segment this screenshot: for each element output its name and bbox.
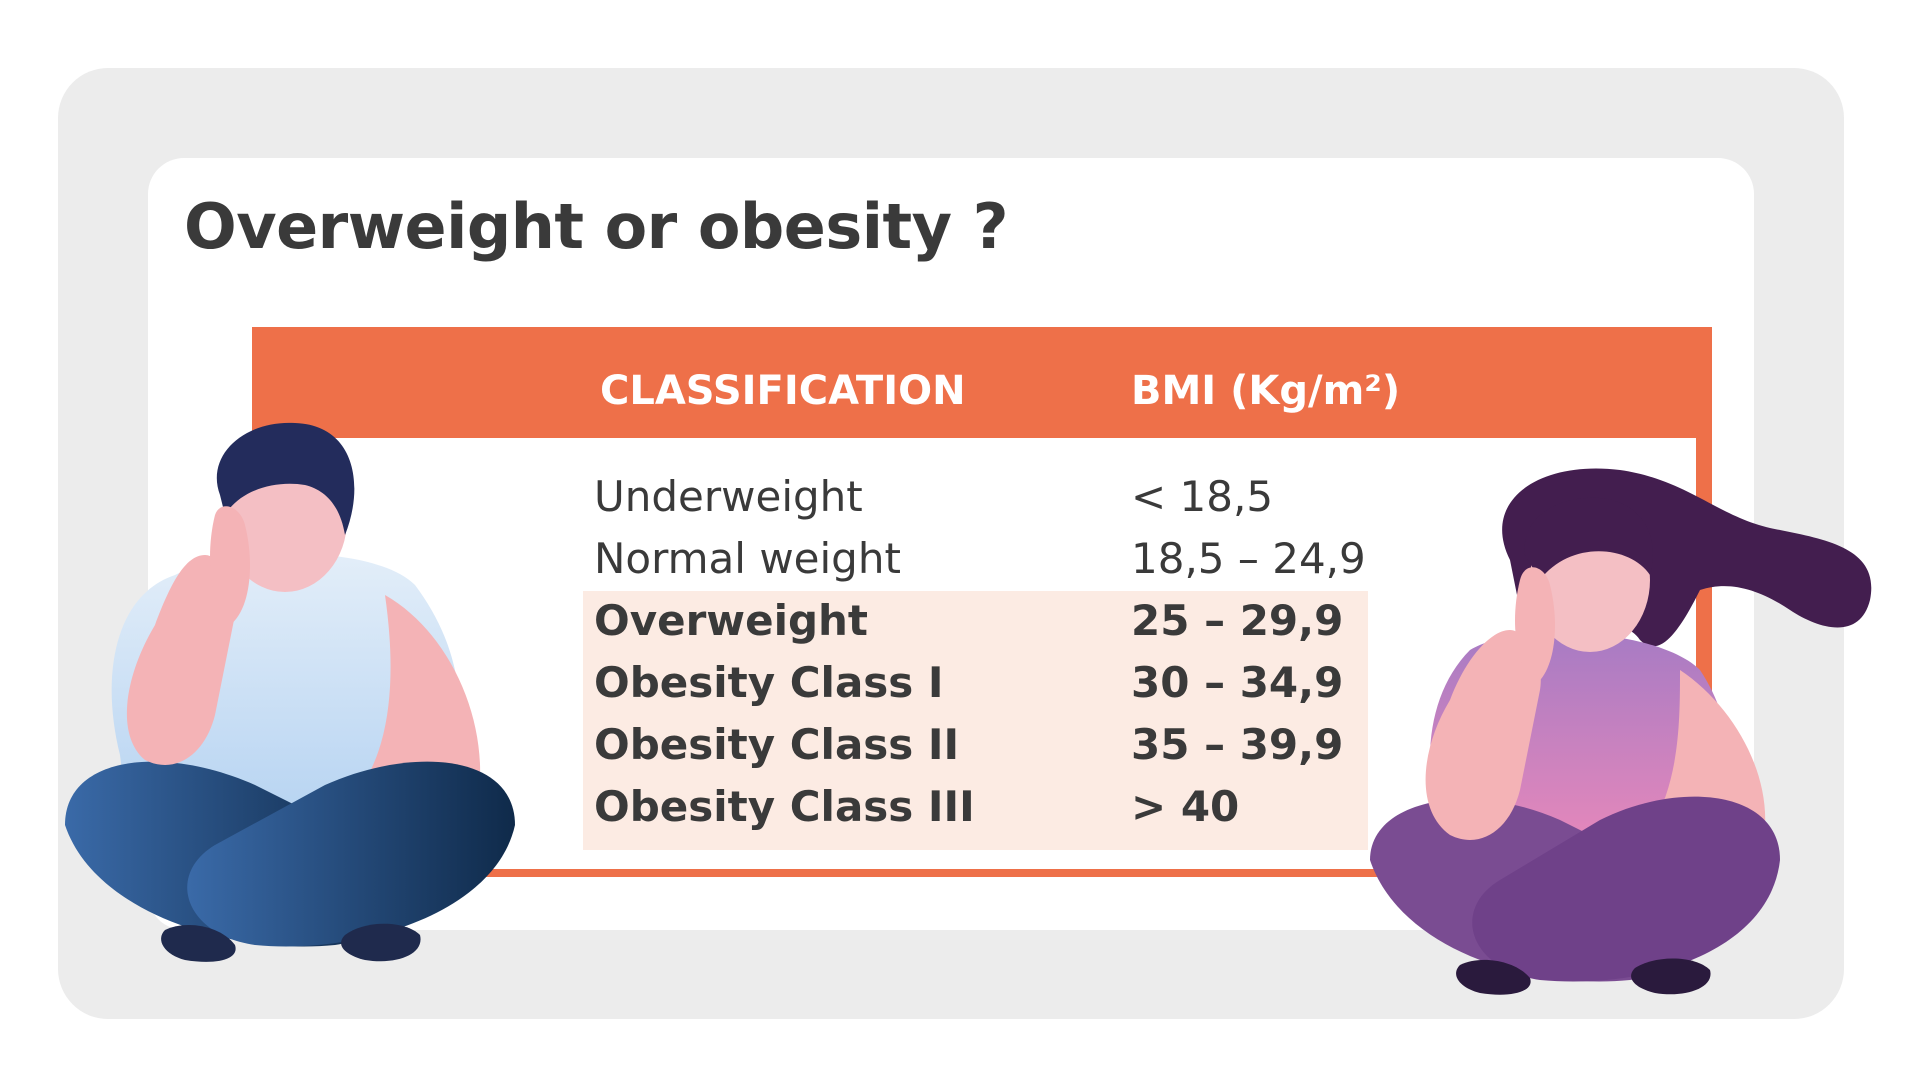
man-sitting-thinking-icon	[65, 422, 515, 962]
row-underweight-classification: Underweight	[594, 472, 863, 521]
overweight-obesity-highlight	[583, 591, 1368, 850]
row-obesity-2-bmi: 35 – 39,9	[1131, 720, 1344, 769]
woman-sitting-thinking-icon	[1370, 468, 1872, 995]
row-obesity-3-bmi: > 40	[1131, 782, 1240, 831]
row-normal-classification: Normal weight	[594, 534, 901, 583]
row-obesity-1-classification: Obesity Class I	[594, 658, 944, 707]
row-obesity-1-bmi: 30 – 34,9	[1131, 658, 1344, 707]
row-underweight-bmi: < 18,5	[1131, 472, 1274, 521]
header-bmi: BMI (Kg/m²)	[1131, 368, 1401, 414]
header-classification: CLASSIFICATION	[600, 368, 966, 414]
row-normal-bmi: 18,5 – 24,9	[1131, 534, 1366, 583]
row-overweight-bmi: 25 – 29,9	[1131, 596, 1344, 645]
row-overweight-classification: Overweight	[594, 596, 869, 645]
row-obesity-2-classification: Obesity Class II	[594, 720, 960, 769]
page-title: Overweight or obesity ?	[184, 190, 1009, 263]
row-obesity-3-classification: Obesity Class III	[594, 782, 975, 831]
